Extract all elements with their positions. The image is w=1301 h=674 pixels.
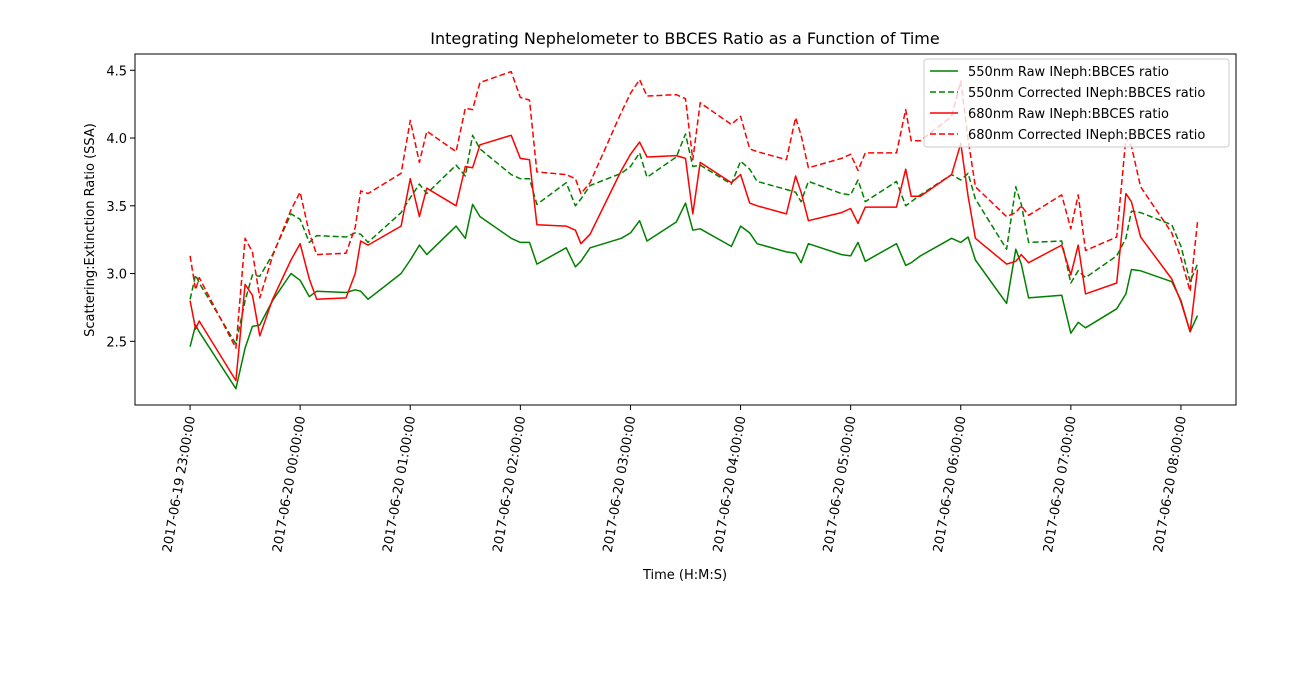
legend-label-4: 680nm Corrected INeph:BBCES ratio: [968, 128, 1205, 143]
series-line-1: [189, 202, 1199, 390]
y-axis-label: Scattering:Extinction Ratio (SSA): [83, 123, 98, 337]
legend-label-3: 680nm Raw INeph:BBCES ratio: [968, 107, 1169, 122]
legend-label-1: 550nm Raw INeph:BBCES ratio: [968, 65, 1169, 80]
legend-label-2: 550nm Corrected INeph:BBCES ratio: [968, 86, 1205, 101]
y-tick-label: 3.0: [106, 268, 127, 283]
plot-frame: [134, 53, 1237, 406]
series-layer: [189, 70, 1199, 390]
series-line-4: [189, 70, 1199, 349]
legend-box: [923, 58, 1230, 148]
series-line-3: [189, 134, 1199, 382]
y-tick-label: 3.5: [106, 200, 127, 215]
x-axis-label: Time (H:M:S): [642, 568, 727, 583]
legend: 550nm Raw INeph:BBCES ratio 550nm Correct…: [923, 58, 1230, 148]
y-tick-label: 4.5: [106, 64, 127, 79]
chart-title: Integrating Nephelometer to BBCES Ratio …: [430, 29, 939, 48]
y-tick-label: 2.5: [106, 335, 127, 350]
series-line-2: [189, 133, 1199, 345]
y-tick-label: 4.0: [106, 132, 127, 147]
